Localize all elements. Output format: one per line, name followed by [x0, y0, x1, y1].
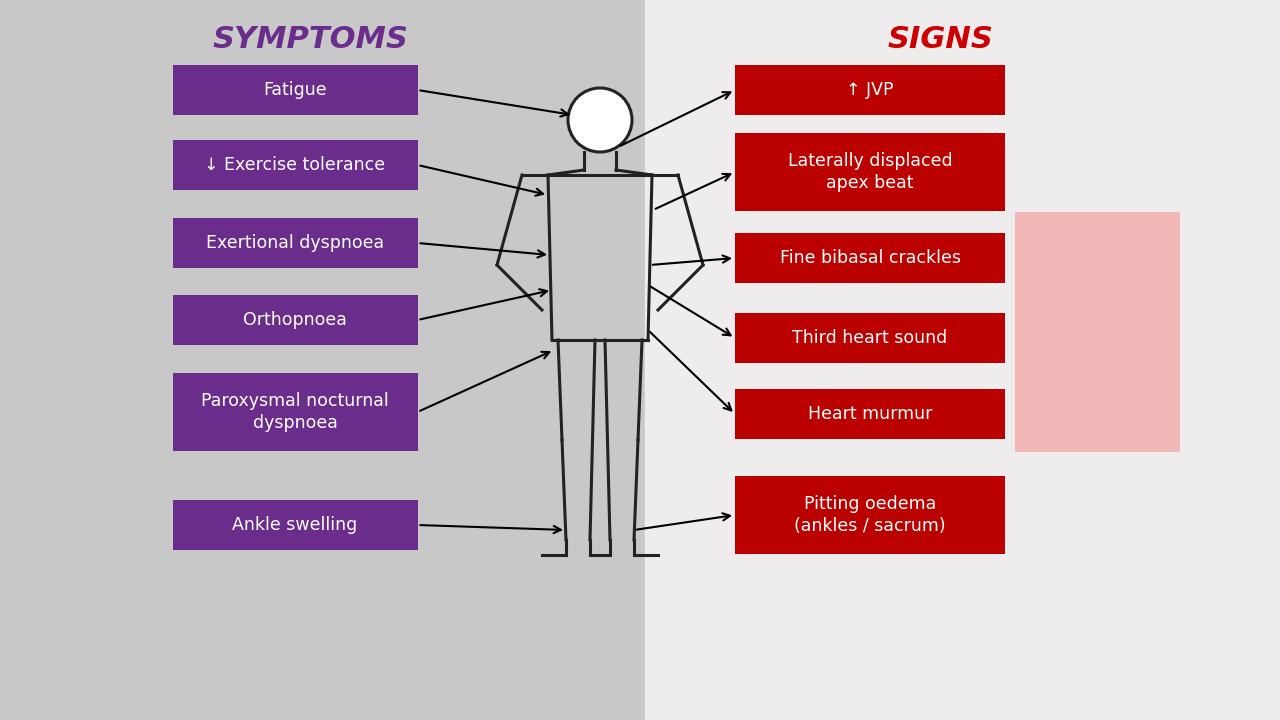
Bar [645, 0, 1280, 720]
FancyBboxPatch shape [735, 133, 1005, 211]
Text: Pitting oedema
(ankles / sacrum): Pitting oedema (ankles / sacrum) [794, 495, 946, 535]
FancyBboxPatch shape [735, 476, 1005, 554]
Text: ↑ JVP: ↑ JVP [846, 81, 893, 99]
FancyBboxPatch shape [173, 65, 417, 115]
FancyBboxPatch shape [1015, 212, 1180, 452]
Text: Laterally displaced
apex beat: Laterally displaced apex beat [787, 152, 952, 192]
Text: Fine bibasal crackles: Fine bibasal crackles [780, 249, 960, 267]
Text: Heart murmur: Heart murmur [808, 405, 932, 423]
Text: Exertional dyspnoea: Exertional dyspnoea [206, 234, 384, 252]
Circle shape [568, 88, 632, 152]
FancyBboxPatch shape [173, 373, 417, 451]
FancyBboxPatch shape [735, 313, 1005, 363]
Text: Fatigue: Fatigue [264, 81, 326, 99]
Text: SYMPTOMS: SYMPTOMS [212, 25, 408, 55]
FancyBboxPatch shape [735, 389, 1005, 439]
FancyBboxPatch shape [173, 295, 417, 345]
FancyBboxPatch shape [735, 65, 1005, 115]
FancyBboxPatch shape [173, 500, 417, 550]
FancyBboxPatch shape [735, 233, 1005, 283]
Text: Paroxysmal nocturnal
dyspnoea: Paroxysmal nocturnal dyspnoea [201, 392, 389, 432]
Text: SIGNS: SIGNS [887, 25, 993, 55]
Text: ↓ Exercise tolerance: ↓ Exercise tolerance [205, 156, 385, 174]
FancyBboxPatch shape [173, 218, 417, 268]
Text: Ankle swelling: Ankle swelling [233, 516, 357, 534]
Text: Third heart sound: Third heart sound [792, 329, 947, 347]
FancyBboxPatch shape [173, 140, 417, 190]
Bar [0, 0, 645, 720]
Text: Orthopnoea: Orthopnoea [243, 311, 347, 329]
